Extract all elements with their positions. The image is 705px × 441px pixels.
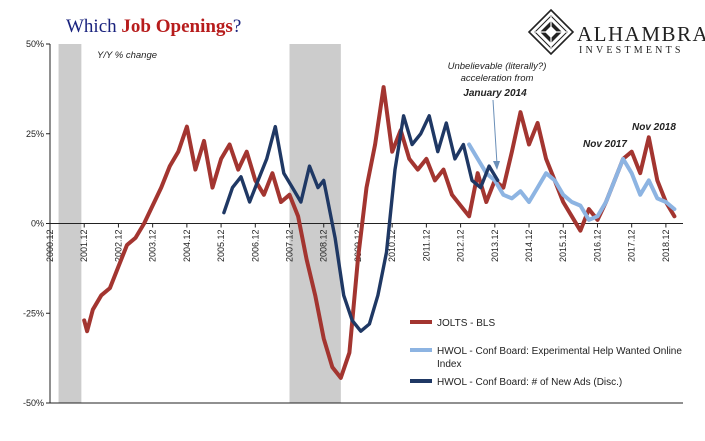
y-tick-label: -50% — [23, 398, 44, 408]
diamond-logo-icon — [527, 8, 575, 56]
x-tick-label: 2005.12 — [216, 230, 226, 263]
annotation-acceleration: Unbelievable (literally?) acceleration f… — [448, 61, 547, 170]
x-tick-label: 2014.12 — [524, 230, 534, 263]
x-tick-label: 2011.12 — [421, 230, 431, 262]
y-tick-label: -25% — [23, 308, 44, 318]
legend-label-hwol-ads: HWOL - Conf Board: # of New Ads (Disc.) — [437, 377, 622, 388]
legend-label-hwol-exp-line1: HWOL - Conf Board: Experimental Help Wan… — [437, 346, 682, 357]
x-tick-label: 2002.12 — [113, 230, 123, 263]
brand-sub: INVESTMENTS — [579, 45, 684, 56]
x-tick-label: 2000.12 — [45, 230, 55, 263]
chart-title: Which Job Openings? — [66, 16, 241, 37]
legend-label-hwol-exp: HWOL - Conf Board: Experimental Help Wan… — [437, 346, 685, 370]
title-part3: ? — [233, 16, 241, 37]
legend-item-jolts: JOLTS - BLS — [410, 318, 495, 329]
x-tick-label: 2018.12 — [661, 230, 671, 263]
y-tick-label: 50% — [26, 39, 44, 49]
y-tick-label: 0% — [31, 219, 44, 229]
x-tick-label: 2008.12 — [319, 230, 329, 263]
alhambra-logo: ALHAMBRA INVESTMENTS — [527, 8, 705, 56]
x-tick-label: 2015.12 — [558, 230, 568, 263]
annotation-line1: Unbelievable (literally?) — [448, 61, 547, 72]
x-tick-label: 2017.12 — [627, 230, 637, 263]
title-part2: Job Openings — [121, 16, 232, 37]
annotation-nov-2017: Nov 2017 — [583, 139, 627, 150]
legend-label-hwol-exp-line2: Index — [437, 359, 461, 370]
annotation-line2: acceleration from — [461, 73, 534, 84]
title-part1: Which — [66, 16, 121, 37]
y-axis-label: Y/Y % change — [97, 50, 157, 61]
legend-item-hwol-exp: HWOL - Conf Board: Experimental Help Wan… — [410, 346, 685, 370]
legend-label-jolts: JOLTS - BLS — [437, 318, 495, 329]
legend-item-hwol-ads: HWOL - Conf Board: # of New Ads (Disc.) — [410, 377, 622, 388]
x-tick-label: 2012.12 — [456, 230, 466, 263]
x-tick-label: 2010.12 — [387, 230, 397, 263]
x-tick-label: 2004.12 — [182, 230, 192, 263]
legend: JOLTS - BLS HWOL - Conf Board: Experimen… — [410, 318, 685, 388]
annotation-arrow-icon — [492, 99, 500, 170]
annotation-line3: January 2014 — [463, 88, 527, 99]
x-tick-label: 2006.12 — [250, 230, 260, 263]
x-tick-label: 2003.12 — [148, 230, 158, 263]
brand-name: ALHAMBRA — [577, 22, 705, 46]
x-tick-label: 2007.12 — [285, 230, 295, 263]
series-hwol-experimental — [467, 142, 677, 222]
x-tick-label: 2013.12 — [490, 229, 500, 262]
x-tick-label: 2001.12 — [79, 230, 89, 263]
y-tick-label: 25% — [26, 129, 44, 139]
series-jolts — [82, 85, 677, 380]
annotation-nov-2018: Nov 2018 — [632, 122, 676, 133]
x-tick-label: 2016.12 — [592, 230, 602, 263]
series-hwol-new-ads — [222, 114, 500, 333]
